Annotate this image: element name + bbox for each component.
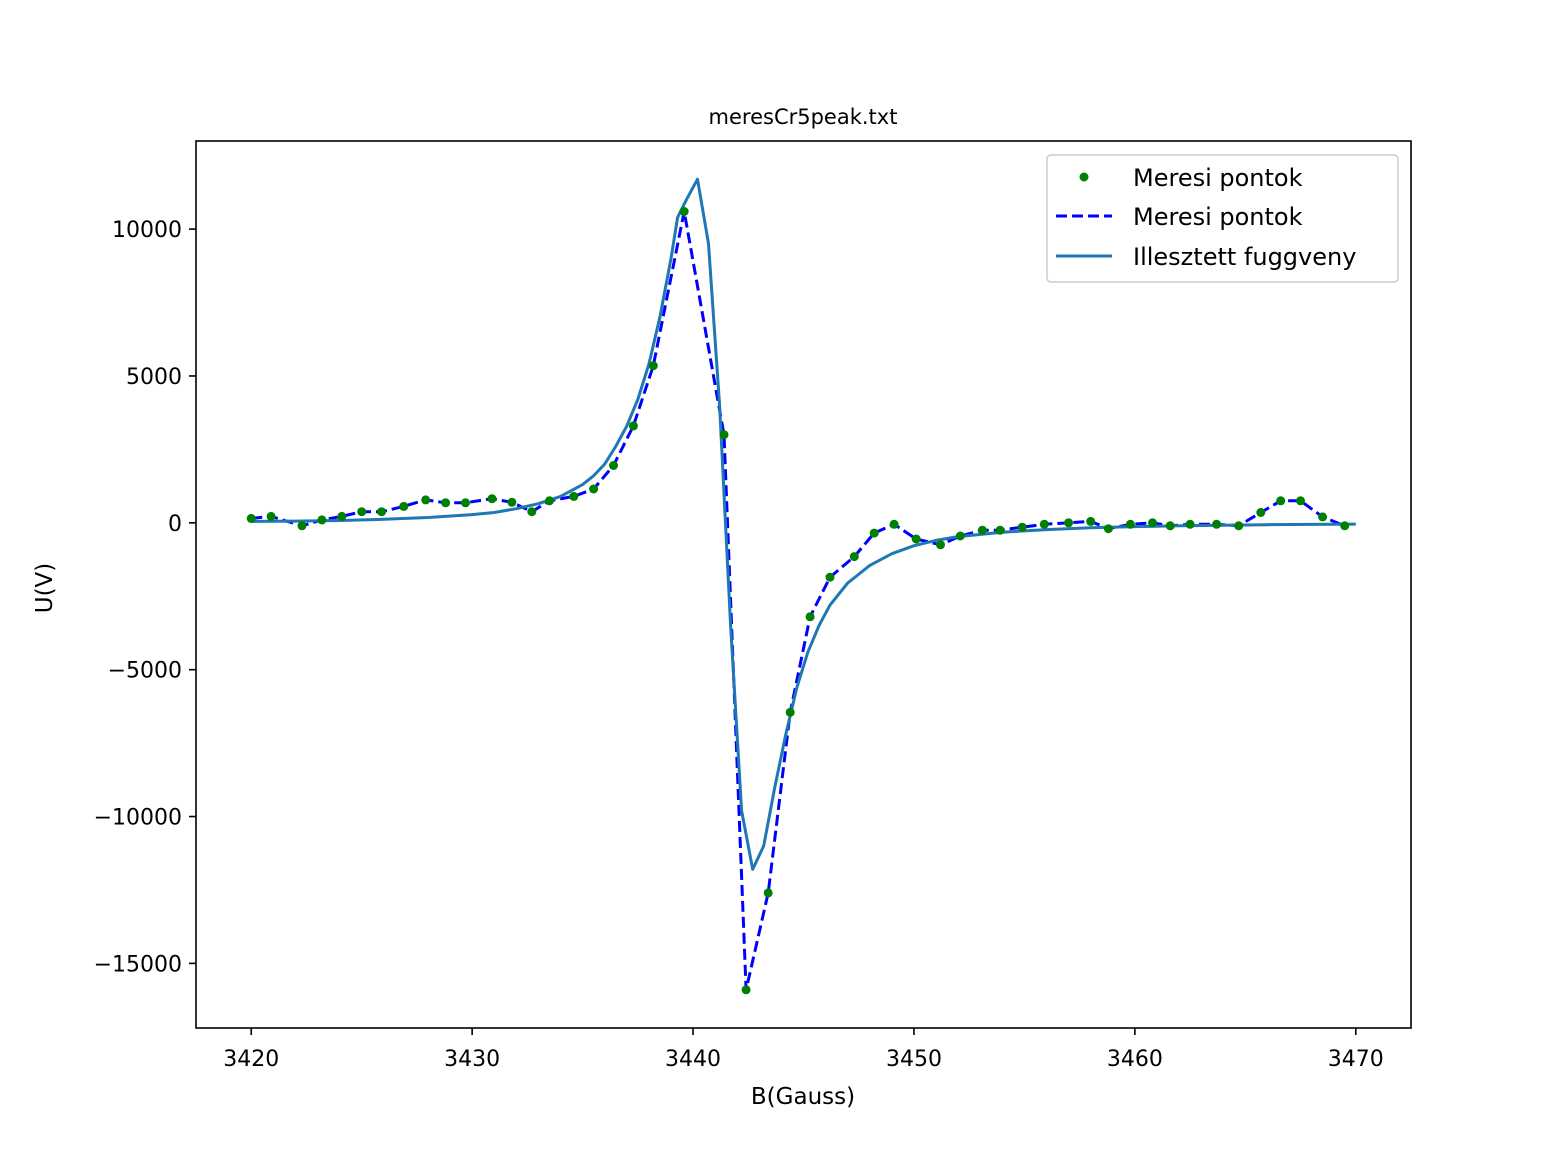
data-point: [377, 507, 387, 517]
data-point: [911, 534, 921, 544]
y-tick-label: −5000: [108, 659, 182, 684]
data-point: [995, 525, 1005, 535]
data-point: [1165, 521, 1175, 531]
data-point: [648, 361, 658, 371]
data-point: [441, 498, 451, 508]
x-tick-label: 3420: [223, 1047, 279, 1072]
data-point: [719, 430, 729, 440]
data-point: [955, 531, 965, 541]
data-point: [1276, 496, 1286, 506]
data-point: [266, 511, 276, 521]
data-point: [1234, 521, 1244, 531]
legend: Meresi pontok Meresi pontok Illesztett f…: [1046, 154, 1399, 283]
data-point: [785, 707, 795, 717]
data-point: [936, 540, 945, 550]
data-point: [609, 461, 618, 470]
data-point: [487, 494, 497, 504]
x-tick-label: 3430: [444, 1047, 500, 1072]
data-point: [805, 612, 815, 622]
plot-area: 3420 3430 3440 3450 3460 3470 10000 5000 0 −5000 −…: [94, 140, 1412, 1072]
data-point: [1064, 518, 1074, 528]
data-point: [1185, 519, 1195, 529]
legend-marker-points: [1079, 172, 1089, 182]
data-point: [1148, 518, 1157, 528]
data-point: [628, 421, 638, 431]
y-tick-label: 5000: [126, 365, 182, 390]
y-tick-label: −10000: [94, 806, 182, 831]
data-point: [763, 888, 773, 898]
data-point: [849, 552, 859, 562]
axes-frame: [195, 140, 1412, 1029]
data-point: [1125, 519, 1135, 529]
data-point: [741, 985, 751, 995]
x-tick-label: 3450: [886, 1047, 942, 1072]
legend-entry-points: Meresi pontok: [1133, 164, 1303, 192]
data-point: [297, 521, 307, 531]
data-point: [527, 507, 537, 517]
y-tick-label: 0: [168, 512, 182, 537]
x-axis-label: B(Gauss): [751, 1084, 855, 1110]
y-axis-label: U(V): [32, 563, 58, 614]
data-point: [317, 515, 327, 525]
data-point: [889, 519, 899, 529]
y-tick-label: 10000: [112, 218, 182, 243]
data-point: [507, 497, 517, 507]
data-point: [977, 525, 987, 535]
data-point: [589, 484, 599, 494]
data-point: [421, 495, 431, 505]
data-point: [399, 501, 409, 511]
data-point: [1340, 521, 1350, 531]
chart-title: meresCr5peak.txt: [709, 105, 898, 129]
data-point: [825, 572, 835, 582]
data-point: [1103, 524, 1113, 534]
data-point: [869, 528, 879, 538]
data-point: [569, 491, 579, 501]
data-point: [679, 207, 689, 216]
x-tick-label: 3470: [1328, 1047, 1384, 1072]
data-point: [357, 507, 367, 517]
data-point: [1086, 516, 1096, 526]
legend-entry-dashed: Meresi pontok: [1133, 203, 1303, 231]
data-point: [246, 513, 256, 523]
legend-frame: [1046, 154, 1399, 283]
data-point: [1318, 512, 1328, 522]
data-point: [461, 498, 470, 508]
data-point: [1039, 519, 1049, 529]
data-point: [1296, 496, 1305, 506]
data-point: [1212, 519, 1222, 529]
data-point: [337, 511, 347, 521]
legend-entry-fit: Illesztett fuggveny: [1133, 243, 1356, 271]
x-tick-label: 3440: [665, 1047, 721, 1072]
data-point: [545, 496, 554, 506]
y-tick-label: −15000: [94, 952, 182, 977]
data-point: [1256, 508, 1266, 517]
data-point: [1017, 522, 1027, 532]
x-tick-label: 3460: [1107, 1047, 1163, 1072]
